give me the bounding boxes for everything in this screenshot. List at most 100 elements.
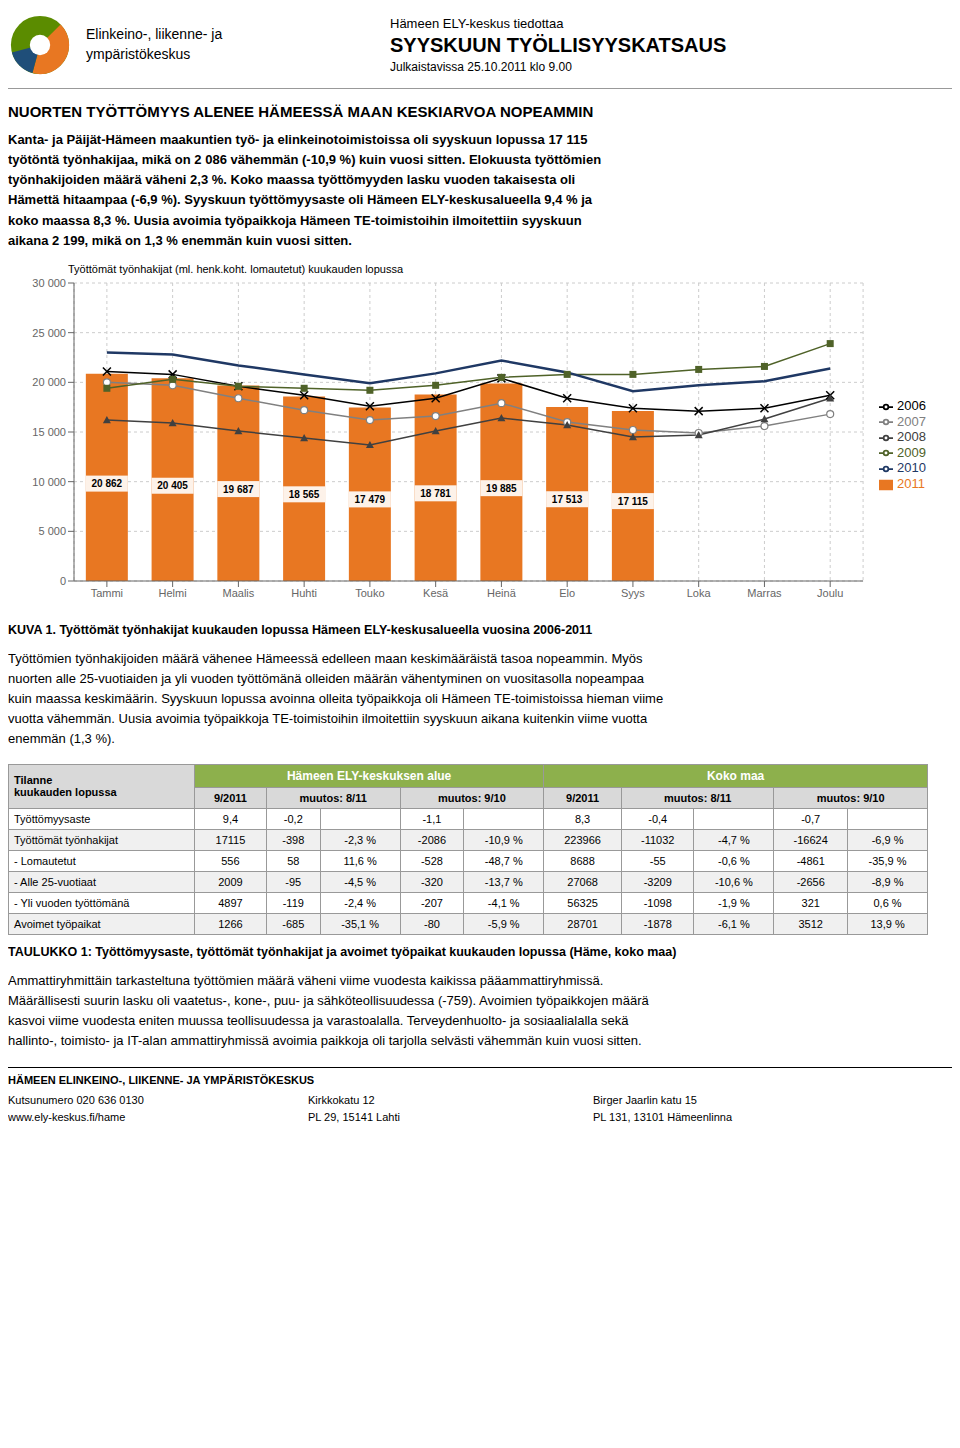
html-text:Hämeen ELY-keskus tiedottaa: Hämeen ELY-keskus tiedottaa [390, 16, 564, 31]
html-text:2010: 2010 [897, 460, 926, 476]
svg-text:Touko: Touko [355, 587, 384, 599]
svg-text:25 000: 25 000 [32, 326, 66, 338]
html-text:muutos: 9/10: muutos: 9/10 [437, 791, 506, 804]
html-text:17115: 17115 [215, 833, 246, 846]
html-text:-10,6 %: -10,6 % [714, 875, 753, 888]
html-text:4897: 4897 [218, 896, 243, 909]
svg-text:17 513: 17 513 [552, 494, 583, 505]
html-text:58: 58 [287, 854, 300, 867]
html-text:-2656: -2656 [796, 875, 825, 888]
html-text:Elinkeino-, liikenne- ja: Elinkeino-, liikenne- ja [86, 26, 223, 43]
html-text:- Yli vuoden työttömänä: - Yli vuoden työttömänä [14, 896, 130, 909]
svg-text:20 405: 20 405 [157, 480, 188, 491]
html-text:-10,9 %: -10,9 % [484, 833, 523, 846]
html-text:2006: 2006 [897, 398, 926, 414]
html-text:2008: 2008 [897, 429, 926, 445]
html-text:-4,5 %: -4,5 % [344, 875, 376, 888]
html-text:556: 556 [221, 854, 240, 867]
svg-text:19 687: 19 687 [223, 483, 254, 494]
svg-text:Helmi: Helmi [159, 587, 187, 599]
html-text:-2086: -2086 [417, 833, 446, 846]
html-text:Tilanne kuukauden lopussa: Tilanne kuukauden lopussa [14, 774, 117, 798]
html-text:11,6 %: 11,6 % [343, 854, 377, 867]
html-text:-0,2: -0,2 [283, 812, 303, 825]
html-text:-398: -398 [282, 833, 305, 846]
svg-text:15 000: 15 000 [32, 426, 66, 438]
html-text:9,4: 9,4 [222, 812, 239, 825]
html-text:-0,4: -0,4 [648, 812, 668, 825]
html-text:2011: 2011 [897, 476, 925, 491]
html-text:9/2011: 9/2011 [566, 791, 600, 804]
html-text:KUVA 1. Työttömät työnhakijat: KUVA 1. Työttömät työnhakijat kuukauden … [8, 622, 593, 637]
svg-text:20 862: 20 862 [92, 478, 123, 489]
html-text:2009: 2009 [218, 875, 243, 888]
svg-text:Syys: Syys [621, 587, 645, 599]
svg-text:30 000: 30 000 [32, 277, 66, 289]
html-text:-528: -528 [420, 854, 443, 867]
svg-text:Marras: Marras [747, 587, 782, 599]
html-text:9/2011: 9/2011 [213, 791, 247, 804]
html-text:- Lomautetut: - Lomautetut [14, 854, 76, 867]
svg-text:18 781: 18 781 [420, 488, 451, 499]
html-text:TAULUKKO 1: Työttömyysaste, ty: TAULUKKO 1: Työttömyysaste, työttömät ty… [8, 944, 677, 959]
html-text:8688: 8688 [570, 854, 595, 867]
svg-text:20 000: 20 000 [32, 376, 66, 388]
html-text:ympäristökeskus: ympäristökeskus [86, 46, 191, 62]
svg-text:17 115: 17 115 [618, 495, 648, 506]
svg-text:Elo: Elo [559, 587, 575, 599]
svg-text:0: 0 [60, 575, 66, 587]
html-text:-55: -55 [649, 854, 666, 867]
svg-text:Joulu: Joulu [817, 587, 843, 599]
html-text:223966: 223966 [564, 833, 601, 846]
html-text:8,3: 8,3 [574, 812, 591, 825]
html-text:muutos: 9/10: muutos: 9/10 [816, 791, 885, 804]
html-text:Kanta- ja Päijät-Hämeen maakun: Kanta- ja Päijät-Hämeen maakuntien työ- … [8, 132, 602, 248]
svg-text:10 000: 10 000 [32, 475, 66, 487]
html-text:NUORTEN TYÖTTÖMYYS ALENEE HÄME: NUORTEN TYÖTTÖMYYS ALENEE HÄMEESSÄ MAAN … [8, 103, 594, 120]
svg-text:19 885: 19 885 [486, 483, 517, 494]
html-text:-2,3 %: -2,3 % [344, 833, 376, 846]
html-text:-35,9 %: -35,9 % [868, 854, 907, 867]
html-text:Työttömien työnhakijoiden määr: Työttömien työnhakijoiden määrä vähenee … [8, 650, 664, 747]
svg-text:18 565: 18 565 [289, 489, 320, 500]
html-text:Hämeen ELY-keskuksen alue: Hämeen ELY-keskuksen alue [286, 768, 452, 783]
html-text:Julkaistavissa 25.10.2011 klo: Julkaistavissa 25.10.2011 klo 9.00 [390, 60, 572, 74]
html-text:muutos: 8/11: muutos: 8/11 [664, 791, 732, 804]
html-text:-320: -320 [420, 875, 443, 888]
html-text:Koko maa: Koko maa [706, 768, 765, 783]
html-text:Työttömät työnhakijat (ml. hen: Työttömät työnhakijat (ml. henk.koht. lo… [68, 262, 404, 275]
html-text:-4,7 %: -4,7 % [718, 833, 750, 846]
html-text:-13,7 %: -13,7 % [484, 875, 523, 888]
svg-text:Tammi: Tammi [91, 587, 123, 599]
html-text:-4861: -4861 [796, 854, 825, 867]
svg-text:Huhti: Huhti [291, 587, 317, 599]
html-text:-11032: -11032 [641, 833, 675, 846]
html-text:-3209: -3209 [643, 875, 672, 888]
html-text:2007: 2007 [897, 413, 926, 429]
html-text:-0,6 %: -0,6 % [718, 854, 750, 867]
html-text:2009: 2009 [897, 444, 926, 460]
html-text:Työttömyysaste: Työttömyysaste [14, 812, 91, 825]
html-text:-8,9 %: -8,9 % [871, 875, 904, 888]
svg-text:Heinä: Heinä [487, 587, 517, 599]
html-text:-1,1: -1,1 [422, 812, 442, 825]
html-text:Birger Jaarlin katu 15 PL 131,: Birger Jaarlin katu 15 PL 131, 13101 Häm… [593, 1094, 732, 1123]
html-text:Kutsunumero 020 636 0130 www.e: Kutsunumero 020 636 0130 www.ely-keskus.… [8, 1094, 144, 1123]
html-text:Ammattiryhmittäin tarkasteltun: Ammattiryhmittäin tarkasteltuna työttömi… [8, 972, 649, 1048]
html-text:-95: -95 [285, 875, 302, 888]
html-text:SYYSKUUN TYÖLLISYYSKATSAUS: SYYSKUUN TYÖLLISYYSKATSAUS [390, 34, 727, 56]
html-text:-16624: -16624 [793, 833, 828, 846]
html-text:- Alle 25-vuotiaat: - Alle 25-vuotiaat [14, 875, 96, 888]
html-text:Työttömät työnhakijat: Työttömät työnhakijat [14, 833, 118, 846]
svg-text:Loka: Loka [687, 587, 712, 599]
svg-text:17 479: 17 479 [355, 494, 386, 505]
html-text:27068: 27068 [567, 875, 598, 888]
html-text:-6,9 %: -6,9 % [871, 833, 904, 846]
html-text:muutos: 8/11: muutos: 8/11 [299, 791, 367, 804]
html-text:-0,7: -0,7 [801, 812, 821, 825]
html-text:-48,7 %: -48,7 % [484, 854, 523, 867]
svg-text:Kesä: Kesä [423, 587, 449, 599]
svg-text:5 000: 5 000 [38, 525, 66, 537]
html-text:Kirkkokatu 12 PL 29, 15141 Lah: Kirkkokatu 12 PL 29, 15141 Lahti [308, 1094, 400, 1123]
svg-text:Maalis: Maalis [222, 587, 254, 599]
